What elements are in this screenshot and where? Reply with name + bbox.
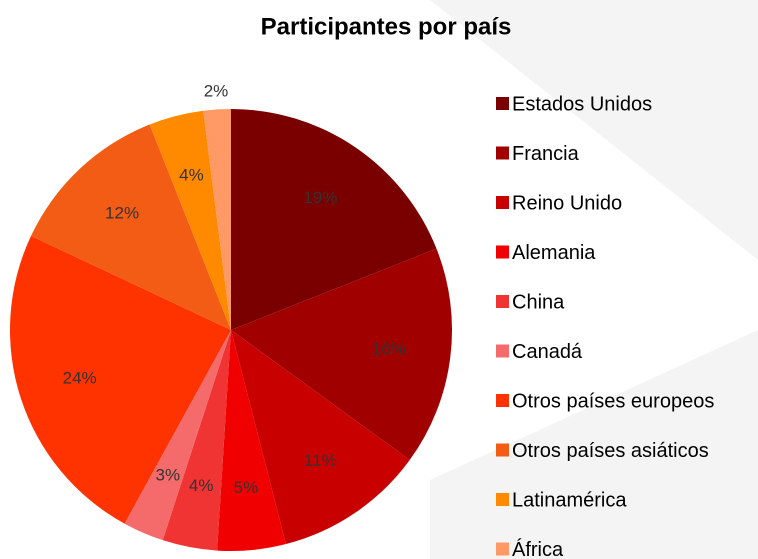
pie-slice	[231, 248, 452, 460]
legend: Estados Unidos Francia Reino Unido Alemania…	[496, 93, 714, 559]
legend-label: Canadá	[512, 341, 583, 363]
slice-label: 4%	[179, 165, 204, 184]
pie-slice	[203, 109, 231, 330]
legend-label: Estados Unidos	[512, 93, 652, 115]
pie-slice	[31, 124, 232, 330]
pie-slice	[124, 330, 231, 541]
legend-label: China	[512, 291, 565, 313]
legend-swatch	[496, 344, 509, 358]
legend-swatch	[496, 146, 509, 160]
legend-swatch	[496, 443, 509, 457]
slice-label: 5%	[234, 478, 259, 497]
legend-swatch	[496, 542, 509, 556]
pie-slice	[162, 330, 231, 551]
legend-label: Francia	[512, 143, 580, 165]
legend-swatch	[496, 493, 509, 506]
legend-swatch	[496, 196, 509, 209]
background-shape	[430, 0, 758, 260]
slice-label: 19%	[303, 188, 337, 207]
slice-label: 11%	[304, 451, 337, 470]
legend-label: Otros países europeos	[512, 390, 714, 412]
pie-slice	[231, 330, 410, 545]
pie-slice	[149, 110, 231, 331]
legend-swatch	[496, 295, 509, 308]
slice-label: 2%	[204, 81, 229, 100]
legend-label: Latinamérica	[512, 489, 627, 511]
legend-swatch	[496, 97, 509, 110]
pie-slice	[231, 109, 437, 330]
slice-label: 4%	[189, 476, 214, 495]
legend-label: Otros países asiáticos	[512, 440, 709, 462]
pie-slice	[217, 330, 286, 552]
legend-label: Alemania	[512, 242, 596, 264]
background-shape	[430, 330, 758, 559]
slice-label: 12%	[105, 203, 139, 222]
pie-slice	[9, 235, 231, 524]
legend-swatch	[496, 245, 509, 259]
slice-label: 3%	[156, 466, 181, 485]
chart-title: Participantes por país	[261, 13, 512, 40]
slice-label: 16%	[372, 339, 406, 358]
legend-label: África	[512, 538, 564, 559]
slice-label: 24%	[63, 369, 97, 388]
pie: 19% 16% 11% 5% 4% 3% 24% 12% 4% 2%	[9, 81, 452, 552]
legend-swatch	[496, 394, 509, 407]
legend-label: Reino Unido	[512, 192, 622, 214]
